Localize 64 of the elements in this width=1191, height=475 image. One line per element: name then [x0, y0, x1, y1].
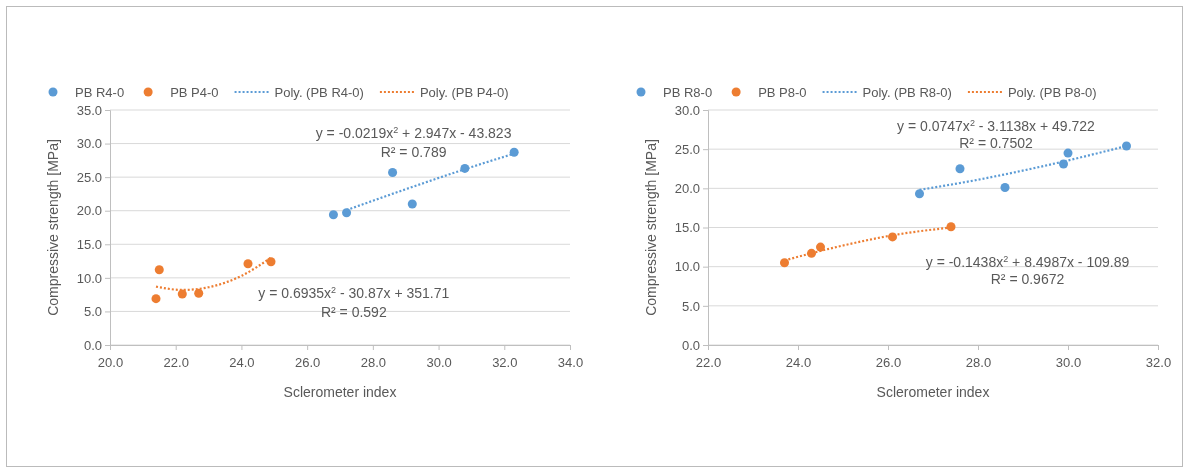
x-tick-label: 34.0	[557, 355, 584, 371]
annotation: y = -0.1438x$^{2}$ + 8.4987x - 109.89	[925, 254, 1130, 271]
y-tick-label: 0.0	[83, 337, 102, 353]
annotation: y = 0.6935x$^{2}$ - 30.87x + 351.71	[258, 285, 450, 301]
y-tick-label: 5.0	[83, 304, 102, 320]
x-tick-label: 20.0	[97, 355, 124, 371]
y-axis-title: Compressive strength [MPa]	[643, 139, 659, 316]
x-tick-label: 32.0	[1145, 355, 1172, 371]
legend-label: PB R8-0	[663, 85, 713, 100]
x-tick-label: 32.0	[492, 355, 518, 371]
y-tick-label: 25.0	[674, 141, 700, 157]
point	[1000, 183, 1010, 193]
point	[243, 259, 253, 269]
legend-label: Poly. (PB P4-0)	[419, 85, 509, 100]
point	[177, 289, 187, 299]
point	[914, 189, 925, 199]
x-tick-label: 22.0	[695, 355, 722, 371]
point	[779, 258, 790, 268]
point	[388, 167, 398, 177]
x-tick-label: 30.0	[426, 355, 452, 371]
y-tick-label: 0.0	[681, 337, 700, 353]
point	[151, 294, 161, 304]
point	[154, 265, 164, 275]
legend-label: PB P4-0	[170, 85, 219, 100]
point	[407, 199, 417, 209]
legend-label: Poly. (PB R8-0)	[862, 85, 952, 100]
x-tick-label: 24.0	[229, 355, 255, 371]
point	[955, 164, 965, 174]
y-axis-title: Compressive strength [MPa]	[45, 139, 61, 316]
legend-label: PB R4-0	[75, 85, 125, 100]
y-tick-label: 20.0	[76, 203, 102, 219]
point	[342, 208, 352, 218]
point	[1063, 148, 1073, 158]
x-axis-title: Sclerometer index	[876, 384, 990, 400]
x-tick-label: 24.0	[785, 355, 812, 371]
y-tick-label: 10.0	[76, 270, 102, 286]
y-tick-label: 25.0	[76, 169, 102, 185]
annotation: R² = 0.7502	[959, 134, 1033, 151]
x-tick-label: 26.0	[875, 355, 902, 371]
y-tick-label: 30.0	[674, 102, 700, 118]
annotation: y = 0.0747x$^{2}$ - 3.1138x + 49.722	[897, 118, 1096, 135]
y-tick-label: 5.0	[681, 298, 700, 314]
y-tick-label: 10.0	[674, 259, 700, 275]
x-tick-label: 30.0	[1055, 355, 1082, 371]
legend-label: Poly. (PB P8-0)	[1007, 85, 1097, 100]
legend-label: Poly. (PB R4-0)	[274, 85, 364, 100]
annotation: R² = 0.9672	[990, 270, 1065, 287]
y-tick-label: 15.0	[76, 236, 102, 252]
y-tick-label: 20.0	[674, 180, 700, 196]
x-tick-label: 28.0	[360, 355, 387, 371]
point	[328, 210, 338, 220]
annotation: R² = 0.789	[380, 144, 447, 160]
y-tick-label: 30.0	[76, 136, 102, 152]
point	[194, 288, 204, 298]
x-tick-label: 26.0	[294, 355, 321, 371]
x-tick-label: 22.0	[163, 355, 189, 371]
annotation: R² = 0.592	[320, 303, 387, 320]
point	[509, 147, 519, 157]
x-axis-title: Sclerometer index	[283, 384, 397, 400]
x-tick-label: 28.0	[965, 355, 992, 371]
annotation: y = -0.0219x$^{2}$ + 2.947x - 43.823	[315, 125, 512, 142]
legend-label: PB P8-0	[758, 85, 807, 100]
y-tick-label: 35.0	[76, 102, 102, 118]
y-tick-label: 15.0	[674, 220, 700, 236]
